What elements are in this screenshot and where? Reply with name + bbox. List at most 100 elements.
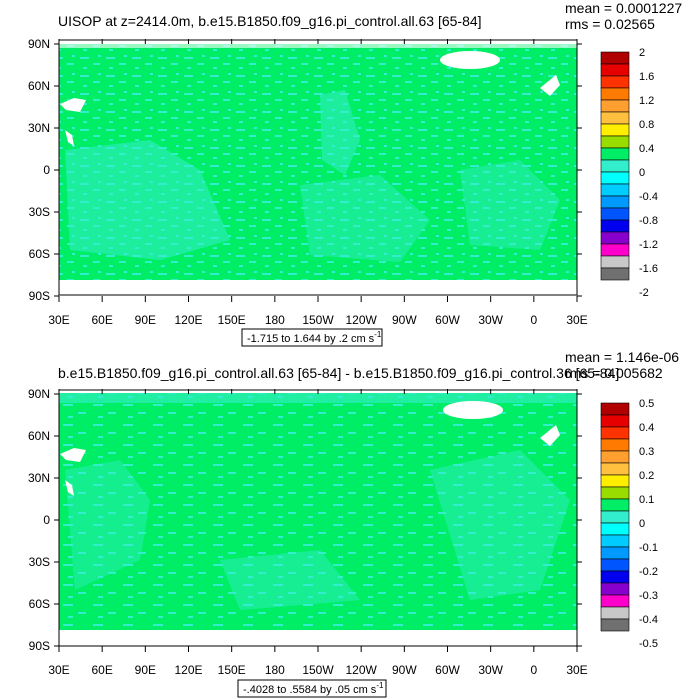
- lon-tick-label: 150W: [302, 313, 334, 327]
- lat-tick-label: 0: [43, 163, 50, 177]
- colorbar-swatch: [600, 546, 630, 560]
- panel-1-colorbar: 2 1.6 1.2 0.8 0.4 0 -0.4 -0.8 -1.2 -1.6 -2: [600, 47, 658, 299]
- lat-tick-label: 30N: [28, 471, 50, 485]
- panel-1-cyan-region: [65, 140, 230, 260]
- lat-tick-label: 90S: [29, 289, 50, 303]
- lon-tick-label: 120W: [345, 663, 377, 677]
- colorbar-swatch: [600, 570, 630, 584]
- colorbar-swatch: [600, 594, 630, 608]
- colorbar-swatch: [600, 534, 630, 548]
- colorbar-label: -0.3: [639, 590, 658, 602]
- panel-1-cyan-region: [460, 160, 560, 250]
- colorbar-swatch: [600, 558, 630, 572]
- lon-tick-label: 120E: [174, 663, 202, 677]
- panel-2-title: b.e15.B1850.f09_g16.pi_control.all.63 [6…: [58, 365, 619, 381]
- lat-tick-label: 90N: [28, 387, 50, 401]
- colorbar-swatch: [600, 438, 630, 452]
- lon-tick-label: 90E: [135, 313, 156, 327]
- panel-1-mean: mean = 0.0001227: [565, 0, 682, 16]
- colorbar-label: -0.2: [639, 566, 658, 578]
- panel-1: UISOP at z=2414.0m, b.e15.B1850.f09_g16.…: [28, 0, 682, 347]
- lon-tick-label: 30E: [566, 313, 587, 327]
- colorbar-label: -0.5: [639, 638, 658, 650]
- colorbar-swatch: [600, 462, 630, 476]
- lat-tick-label: 30S: [29, 205, 50, 219]
- panel-1-lon-axis: 30E 60E 90E 120E 150E 180 150W 120W 90W 60W 30W 0 30…: [48, 39, 588, 327]
- lat-tick-label: 60S: [29, 597, 50, 611]
- colorbar-swatch: [600, 63, 630, 77]
- lat-tick-label: 60N: [28, 79, 50, 93]
- panel-1-mask-region: [65, 130, 74, 146]
- lon-tick-label: 0: [530, 663, 537, 677]
- panel-1-title: UISOP at z=2414.0m, b.e15.B1850.f09_g16.…: [58, 13, 482, 29]
- lat-tick-label: 30S: [29, 555, 50, 569]
- lon-tick-label: 120E: [174, 313, 202, 327]
- panel-1-rms: rms = 0.02565: [565, 16, 655, 32]
- colorbar-swatch: [600, 402, 630, 416]
- colorbar-swatch: [600, 255, 630, 269]
- colorbar-label: -0.1: [639, 542, 658, 554]
- colorbar-swatch: [600, 450, 630, 464]
- colorbar-swatch: [600, 243, 630, 257]
- panel-2-mask-region: [65, 480, 74, 496]
- panel-2-mask-region: [540, 425, 560, 446]
- panel-2-lon-axis: 30E 60E 90E 120E 150E 180 150W 120W 90W 60W 30W 0 30…: [48, 389, 588, 677]
- lon-tick-label: 30W: [478, 313, 503, 327]
- colorbar-swatch: [600, 135, 630, 149]
- panel-2-lat-axis: 90N 60N 30N 0 30S 60S 90S: [28, 387, 582, 653]
- panel-2-cyan-region: [220, 550, 360, 610]
- panel-1-map: [58, 39, 578, 296]
- panel-2: b.e15.B1850.f09_g16.pi_control.all.63 [6…: [28, 349, 679, 698]
- colorbar-swatch: [600, 147, 630, 161]
- panel-1-cyan-region: [320, 90, 360, 175]
- colorbar-label: -0.8: [639, 215, 658, 227]
- colorbar-label: 0.4: [639, 143, 654, 155]
- colorbar-swatch: [600, 219, 630, 233]
- panel-1-range-label: -1.715 to 1.644 by .2 cm s-1: [247, 330, 382, 345]
- colorbar-swatch: [600, 267, 630, 281]
- lat-tick-label: 60S: [29, 247, 50, 261]
- colorbar-swatch: [600, 75, 630, 89]
- colorbar-swatch: [600, 522, 630, 536]
- colorbar-label: 2: [639, 47, 645, 59]
- colorbar-swatch: [600, 510, 630, 524]
- colorbar-label: 0.4: [639, 422, 654, 434]
- lon-tick-label: 0: [530, 313, 537, 327]
- lat-tick-label: 30N: [28, 121, 50, 135]
- colorbar-swatch: [600, 231, 630, 245]
- panel-2-range-label: -.4028 to .5584 by .05 cm s-1: [243, 681, 384, 696]
- colorbar-label: 1.6: [639, 71, 654, 83]
- lon-tick-label: 150W: [302, 663, 334, 677]
- colorbar-swatch: [600, 474, 630, 488]
- panel-2-mask-antarctica: [59, 630, 577, 646]
- panel-1-mask-region: [540, 75, 560, 96]
- panel-2-cyan-region: [65, 460, 150, 590]
- lon-tick-label: 150E: [218, 313, 246, 327]
- colorbar-swatch: [600, 87, 630, 101]
- panel-2-rms: rms = 0.005682: [565, 365, 663, 381]
- panel-2-mask-greenland: [443, 401, 503, 419]
- colorbar-swatch: [600, 486, 630, 500]
- colorbar-swatch: [600, 195, 630, 209]
- colorbar-swatch: [600, 582, 630, 596]
- panel-2-cyan-region: [430, 450, 570, 600]
- lon-tick-label: 180: [265, 663, 285, 677]
- lon-tick-label: 60W: [435, 663, 460, 677]
- panel-2-range-box: [237, 679, 387, 698]
- colorbar-label: -0.4: [639, 191, 658, 203]
- lon-tick-label: 90W: [392, 663, 417, 677]
- colorbar-swatch: [600, 171, 630, 185]
- colorbar-label: 0.3: [639, 446, 654, 458]
- colorbar-label: -2: [639, 287, 649, 299]
- lon-tick-label: 60W: [435, 313, 460, 327]
- lon-tick-label: 180: [265, 313, 285, 327]
- panel-1-lat-axis: 90N 60N 30N 0 30S 60S 90S: [28, 37, 582, 303]
- lon-tick-label: 120W: [345, 313, 377, 327]
- lon-tick-label: 30E: [48, 313, 69, 327]
- colorbar-swatch: [600, 414, 630, 428]
- panel-2-colorbar: 0.5 0.4 0.3 0.2 0.1 0 -0.1 -0.2 -0.3 -0.4 -0.5: [600, 398, 658, 650]
- panel-2-mask-region: [60, 448, 86, 462]
- colorbar-label: 1.2: [639, 95, 654, 107]
- panel-2-field: [59, 393, 577, 631]
- colorbar-label: 0.5: [639, 398, 654, 410]
